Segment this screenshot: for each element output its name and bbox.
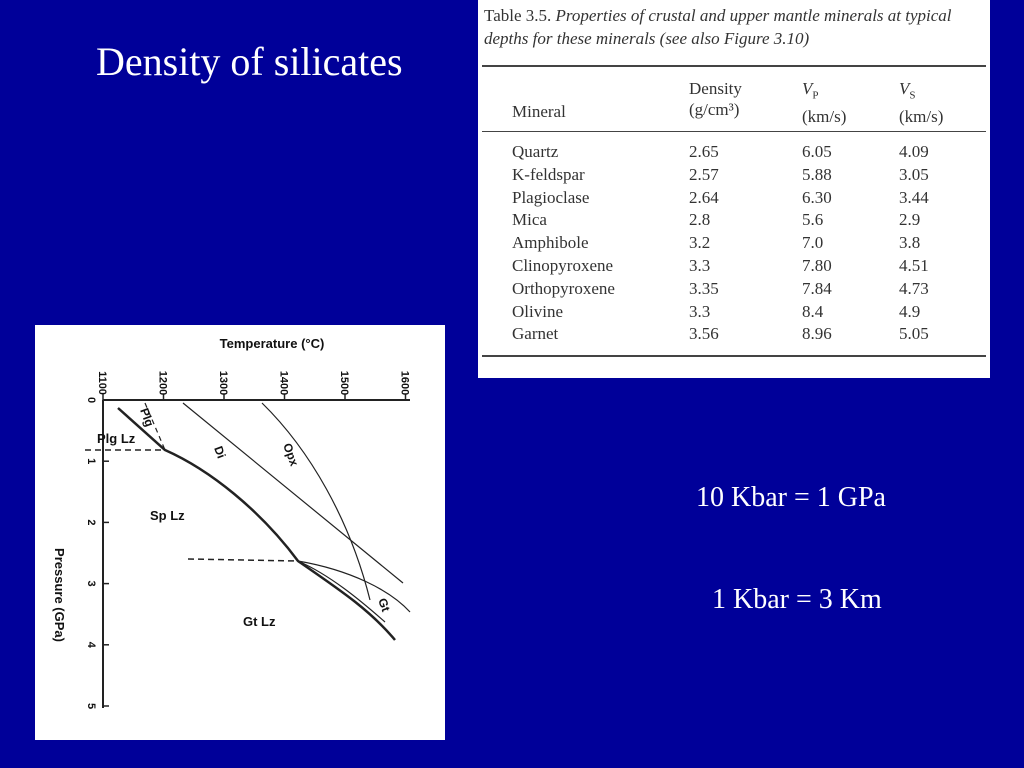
table-cell: 8.4 bbox=[802, 301, 824, 321]
table-cell: 2.8 bbox=[689, 210, 711, 230]
table-cell: 4.73 bbox=[899, 278, 929, 298]
table-cell: 3.8 bbox=[899, 233, 921, 253]
table-cell: 3.56 bbox=[689, 324, 719, 344]
table-cell: Garnet bbox=[512, 324, 559, 344]
table-cell: 6.30 bbox=[802, 187, 832, 207]
y-axis-title: Pressure (GPa) bbox=[52, 548, 67, 642]
table-cell: 7.0 bbox=[802, 233, 824, 253]
y-tick-label: 5 bbox=[85, 703, 97, 709]
x-tick-label: 1200 bbox=[157, 371, 169, 395]
region-label: Gt Lz bbox=[243, 614, 276, 629]
column-header: VP (km/s) bbox=[802, 78, 846, 127]
gt-curve bbox=[297, 560, 386, 623]
table-cell: Orthopyroxene bbox=[512, 278, 615, 298]
table-cell: 4.51 bbox=[899, 256, 929, 275]
table-cell: Plagioclase bbox=[512, 187, 590, 207]
curves bbox=[85, 402, 411, 641]
table-cell: 4.09 bbox=[899, 142, 929, 161]
x-tick-label: 1600 bbox=[399, 371, 411, 395]
table-cell: 5.6 bbox=[802, 210, 824, 230]
table-cell: 3.05 bbox=[899, 164, 929, 184]
header-name: V bbox=[802, 79, 813, 98]
rule bbox=[482, 131, 986, 132]
header-unit: (km/s) bbox=[802, 107, 847, 127]
curve-label: Plg bbox=[137, 406, 157, 428]
header-name: Mineral bbox=[512, 102, 566, 121]
y-tick-label: 0 bbox=[85, 397, 97, 403]
column-header: Density (g/cm³) bbox=[689, 78, 742, 120]
x-tick-label: 1300 bbox=[217, 371, 229, 395]
table-cell: 3.44 bbox=[899, 187, 929, 207]
column-header: Mineral bbox=[512, 101, 566, 122]
rule bbox=[482, 355, 986, 357]
table-cell: 2.64 bbox=[689, 187, 719, 207]
table-cell: 4.9 bbox=[899, 301, 921, 321]
header-sub: S bbox=[909, 89, 916, 102]
table-cell: Clinopyroxene bbox=[512, 256, 614, 275]
gt-curve bbox=[297, 560, 411, 613]
dashed-boundary bbox=[187, 558, 299, 562]
table-cell: 3.3 bbox=[689, 256, 711, 275]
caption-text: Properties of crustal and upper mantle m… bbox=[484, 6, 952, 48]
curve-label: Di bbox=[211, 444, 228, 460]
region-label: Sp Lz bbox=[150, 508, 185, 523]
table-cell: Quartz bbox=[512, 142, 559, 161]
table-cell: 3.3 bbox=[689, 301, 711, 321]
phase-diagram: Temperature (°C) Pressure (GPa) 1100 1200… bbox=[35, 325, 445, 740]
solidus bbox=[117, 407, 396, 641]
table-cell: 5.88 bbox=[802, 164, 832, 184]
y-tick-label: 3 bbox=[85, 581, 97, 587]
note: 10 Kbar = 1 GPa bbox=[696, 482, 886, 513]
y-tick-label: 4 bbox=[85, 642, 97, 649]
table-cell: 2.9 bbox=[899, 210, 921, 230]
table-cell: 2.65 bbox=[689, 142, 719, 161]
table-cell: Amphibole bbox=[512, 233, 589, 253]
header-name: Density bbox=[689, 79, 742, 98]
table-cell: 3.35 bbox=[689, 278, 719, 298]
table-cell: 2.57 bbox=[689, 164, 719, 184]
table-caption: Table 3.5. Properties of crustal and upp… bbox=[484, 4, 984, 50]
table-cell: 5.05 bbox=[899, 324, 929, 344]
x-tick-label: 1100 bbox=[96, 371, 108, 395]
table-cell: K-feldspar bbox=[512, 164, 585, 184]
table-cell: Mica bbox=[512, 210, 547, 230]
table-cell: 6.05 bbox=[802, 142, 832, 161]
rule bbox=[482, 65, 986, 67]
di-curve bbox=[182, 402, 404, 584]
caption-label: Table 3.5. bbox=[484, 6, 552, 25]
column-header: VS (km/s) bbox=[899, 78, 943, 127]
region-label: Plg Lz bbox=[97, 431, 136, 446]
y-tick-label: 1 bbox=[85, 458, 97, 464]
diagram: Temperature (°C) Pressure (GPa) 1100 1200… bbox=[52, 336, 411, 709]
table-image: Table 3.5. Properties of crustal and upp… bbox=[478, 0, 990, 378]
table-cell: 7.80 bbox=[802, 256, 832, 275]
table-cell: 8.96 bbox=[802, 324, 832, 344]
x-axis-title: Temperature (°C) bbox=[220, 336, 325, 351]
note: 1 Kbar = 3 Km bbox=[712, 584, 882, 615]
table-cell: 7.84 bbox=[802, 278, 832, 298]
curve-label: Gt bbox=[375, 596, 393, 613]
y-tick-label: 2 bbox=[85, 519, 97, 525]
x-tick-label: 1500 bbox=[338, 371, 350, 395]
opx-curve bbox=[261, 402, 371, 601]
header-name: V bbox=[899, 79, 910, 98]
x-tick-label: 1400 bbox=[278, 371, 290, 395]
table-cell: Olivine bbox=[512, 301, 563, 321]
table-cell: 3.2 bbox=[689, 233, 711, 253]
header-unit: (g/cm³) bbox=[689, 100, 740, 119]
header-unit: (km/s) bbox=[899, 107, 944, 127]
slide-title: Density of silicates bbox=[96, 39, 403, 84]
header-sub: P bbox=[812, 89, 819, 102]
